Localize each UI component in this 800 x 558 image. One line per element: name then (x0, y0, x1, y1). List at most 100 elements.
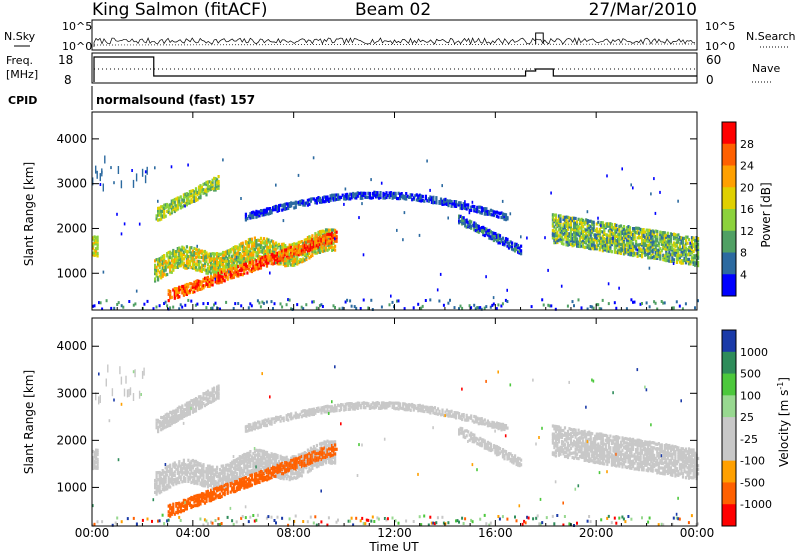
scatter-cell (240, 197, 242, 200)
clutter-cell (202, 302, 204, 305)
clutter-cell (156, 306, 158, 309)
clutter-cell (438, 300, 440, 303)
data-cell (218, 385, 220, 388)
clutter-cell (295, 515, 297, 518)
clutter-cell (263, 302, 265, 305)
scatter-cell (261, 372, 263, 375)
freq-tick-top: 18 (58, 53, 73, 67)
nsearch-label: N.Search (746, 30, 796, 43)
clutter-cell (207, 522, 209, 525)
streak-cell (112, 388, 113, 396)
data-cell (184, 477, 186, 480)
data-cell (97, 236, 99, 239)
clutter-cell (485, 305, 487, 308)
scatter-cell (269, 272, 271, 275)
clutter-cell (615, 307, 617, 310)
clutter-cell (614, 301, 616, 304)
clutter-cell (597, 303, 599, 306)
scatter-cell (472, 201, 474, 204)
data-cell (249, 450, 251, 453)
scatter-cell (313, 156, 315, 159)
cpid-panel: CPID normalsound (fast) 157 (8, 86, 255, 110)
colorbar-segment (722, 209, 736, 231)
clutter-cell (97, 520, 99, 523)
power-cbar-label: Power [dB] (759, 182, 773, 247)
scatter-cell (612, 237, 614, 240)
clutter-cell (94, 304, 96, 307)
data-cell (641, 255, 643, 258)
data-cell (656, 230, 658, 233)
clutter-cell (310, 516, 312, 519)
clutter-cell (305, 303, 307, 306)
data-cell (266, 265, 268, 268)
clutter-cell (257, 514, 259, 517)
colorbar-segment (722, 166, 736, 188)
data-cell (506, 238, 508, 241)
data-cell (246, 271, 248, 274)
data-cell (470, 220, 472, 223)
clutter-cell (221, 522, 223, 525)
clutter-cell (260, 305, 262, 308)
clutter-cell (227, 516, 229, 519)
clutter-cell (502, 302, 504, 305)
clutter-cell (113, 307, 115, 310)
data-cell (205, 193, 207, 196)
clutter-cell (296, 303, 298, 306)
data-cell (187, 459, 189, 462)
clutter-cell (266, 301, 268, 304)
scatter-cell (193, 200, 195, 203)
data-cell (186, 245, 188, 248)
y-tick-label: 3000 (56, 177, 87, 191)
data-cell (195, 187, 197, 190)
data-cell (506, 216, 508, 219)
clutter-cell (248, 520, 250, 523)
clutter-cell (225, 301, 227, 304)
scatter-cell (650, 192, 652, 195)
clutter-cell (673, 306, 675, 309)
clutter-cell (110, 307, 112, 310)
streak-cell (136, 173, 137, 181)
data-cell (180, 475, 182, 478)
data-cell (688, 238, 690, 241)
data-cell (379, 194, 381, 197)
scatter-cell (440, 273, 442, 276)
data-cell (97, 239, 99, 242)
streak-cell (100, 173, 101, 181)
clutter-cell (389, 303, 391, 306)
noise-tick-left-bottom: 10^0 (62, 40, 92, 53)
scatter-cell (113, 181, 115, 184)
data-cell (520, 245, 522, 248)
data-cell (198, 479, 200, 482)
scatter-cell (233, 455, 235, 458)
clutter-cell (381, 306, 383, 309)
scatter-cell (608, 282, 610, 285)
clutter-cell (578, 298, 580, 301)
power-panel-frame (92, 112, 697, 310)
data-cell (432, 196, 434, 199)
colorbar-tick-label: 20 (740, 181, 754, 194)
clutter-cell (543, 304, 545, 307)
nave-label: Nave (752, 62, 780, 75)
scatter-cell (255, 465, 257, 468)
clutter-cell (550, 304, 552, 307)
scatter-cell (153, 498, 155, 501)
cpid-label: CPID (8, 94, 37, 107)
data-cell (379, 191, 381, 194)
clutter-cell (473, 304, 475, 307)
streak-cell (128, 389, 129, 397)
scatter-cell (245, 505, 247, 508)
noise-sky-line (94, 38, 695, 47)
noise-tick-right-bottom: 10^0 (705, 40, 735, 53)
scatter-cell (230, 507, 232, 510)
clutter-cell (190, 300, 192, 303)
scatter-cell (121, 232, 123, 235)
clutter-cell (215, 519, 217, 522)
data-cell (245, 213, 247, 216)
data-cell (178, 460, 180, 463)
scatter-cell (184, 501, 186, 504)
data-cell (251, 484, 253, 487)
clutter-cell (255, 519, 257, 522)
scatter-cell (121, 403, 123, 406)
clutter-cell (267, 515, 269, 518)
